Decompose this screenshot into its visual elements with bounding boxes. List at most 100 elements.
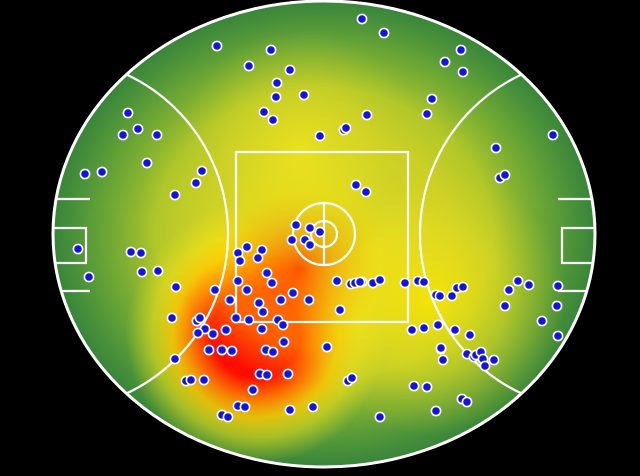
event-point[interactable] <box>479 360 491 372</box>
event-point[interactable] <box>196 165 208 177</box>
event-point[interactable] <box>304 222 316 234</box>
event-point[interactable] <box>224 294 236 306</box>
event-point[interactable] <box>350 179 362 191</box>
event-point[interactable] <box>547 129 559 141</box>
event-point[interactable] <box>334 304 346 316</box>
event-point[interactable] <box>258 106 270 118</box>
event-point[interactable] <box>277 319 289 331</box>
event-point[interactable] <box>499 300 511 312</box>
event-point[interactable] <box>346 372 358 384</box>
event-point[interactable] <box>290 219 302 231</box>
event-point[interactable] <box>552 280 564 292</box>
event-point[interactable] <box>152 265 164 277</box>
event-point[interactable] <box>192 327 204 339</box>
event-point[interactable] <box>216 344 228 356</box>
event-point[interactable] <box>490 142 502 154</box>
event-point[interactable] <box>287 287 299 299</box>
event-point[interactable] <box>432 319 444 331</box>
event-point[interactable] <box>286 234 298 246</box>
event-point[interactable] <box>266 277 278 289</box>
event-point[interactable] <box>220 324 232 336</box>
event-point[interactable] <box>267 114 279 126</box>
event-point[interactable] <box>314 226 326 238</box>
event-point[interactable] <box>270 91 282 103</box>
event-point[interactable] <box>435 342 447 354</box>
event-point[interactable] <box>79 168 91 180</box>
event-point[interactable] <box>307 401 319 413</box>
event-point[interactable] <box>169 353 181 365</box>
event-point[interactable] <box>446 290 458 302</box>
event-point[interactable] <box>185 374 197 386</box>
event-point[interactable] <box>503 284 515 296</box>
event-point[interactable] <box>314 130 326 142</box>
event-point[interactable] <box>117 129 129 141</box>
event-point[interactable] <box>374 274 386 286</box>
event-point[interactable] <box>243 314 255 326</box>
event-point[interactable] <box>96 166 108 178</box>
event-point[interactable] <box>282 368 294 380</box>
event-point[interactable] <box>247 384 259 396</box>
event-point[interactable] <box>232 275 244 287</box>
event-point[interactable] <box>378 27 390 39</box>
event-point[interactable] <box>284 404 296 416</box>
event-point[interactable] <box>211 40 223 52</box>
event-point[interactable] <box>331 275 343 287</box>
event-point[interactable] <box>230 312 242 324</box>
event-point[interactable] <box>122 107 134 119</box>
event-point[interactable] <box>439 56 451 68</box>
event-point[interactable] <box>170 281 182 293</box>
event-point[interactable] <box>499 169 511 181</box>
event-point[interactable] <box>340 122 352 134</box>
event-point[interactable] <box>512 275 524 287</box>
event-point[interactable] <box>488 354 500 366</box>
event-point[interactable] <box>207 328 219 340</box>
event-point[interactable] <box>437 354 449 366</box>
event-point[interactable] <box>421 108 433 120</box>
event-point[interactable] <box>241 241 253 253</box>
event-point[interactable] <box>256 323 268 335</box>
event-point[interactable] <box>261 369 273 381</box>
event-point[interactable] <box>399 277 411 289</box>
event-point[interactable] <box>83 271 95 283</box>
event-point[interactable] <box>354 276 366 288</box>
event-point[interactable] <box>226 345 238 357</box>
event-point[interactable] <box>356 13 368 25</box>
event-point[interactable] <box>298 89 310 101</box>
event-point[interactable] <box>190 177 202 189</box>
event-point[interactable] <box>361 109 373 121</box>
event-point[interactable] <box>234 255 246 267</box>
event-point[interactable] <box>284 64 296 76</box>
event-point[interactable] <box>135 247 147 259</box>
event-point[interactable] <box>125 246 137 258</box>
event-point[interactable] <box>169 189 181 201</box>
event-point[interactable] <box>257 306 269 318</box>
event-point[interactable] <box>360 186 372 198</box>
event-point[interactable] <box>203 344 215 356</box>
event-point[interactable] <box>304 239 316 251</box>
event-point[interactable] <box>374 411 386 423</box>
event-point[interactable] <box>426 93 438 105</box>
event-point[interactable] <box>198 374 210 386</box>
event-point[interactable] <box>449 324 461 336</box>
event-point[interactable] <box>523 279 535 291</box>
event-point[interactable] <box>136 266 148 278</box>
event-point[interactable] <box>418 322 430 334</box>
event-point[interactable] <box>253 297 265 309</box>
event-point[interactable] <box>303 294 315 306</box>
event-point[interactable] <box>194 312 206 324</box>
event-point[interactable] <box>275 294 287 306</box>
event-point[interactable] <box>464 329 476 341</box>
event-point[interactable] <box>252 252 264 264</box>
event-point[interactable] <box>552 330 564 342</box>
event-point[interactable] <box>278 336 290 348</box>
event-point[interactable] <box>239 401 251 413</box>
event-point[interactable] <box>243 60 255 72</box>
event-point[interactable] <box>166 312 178 324</box>
event-point[interactable] <box>551 300 563 312</box>
event-point[interactable] <box>72 243 84 255</box>
event-point[interactable] <box>406 324 418 336</box>
event-point[interactable] <box>222 411 234 423</box>
event-point[interactable] <box>265 44 277 56</box>
event-point[interactable] <box>421 381 433 393</box>
event-point[interactable] <box>132 123 144 135</box>
